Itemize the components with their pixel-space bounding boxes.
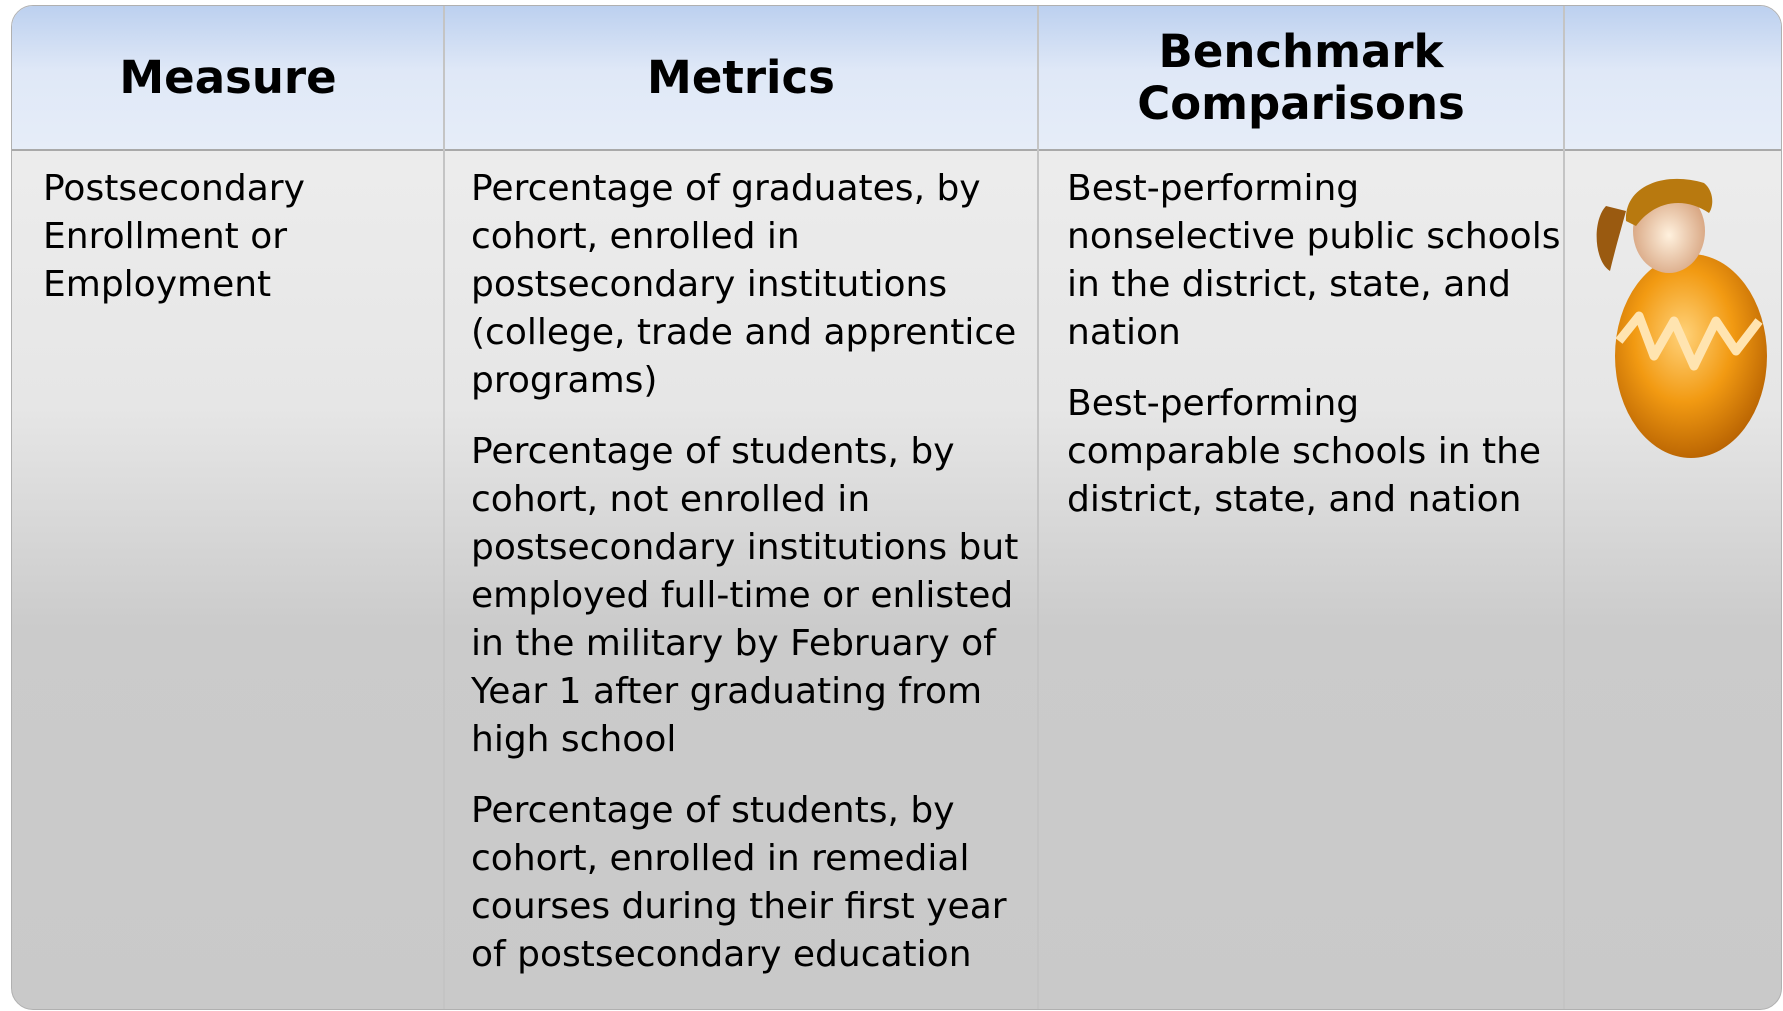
metrics-cell: Percentage of graduates, by cohort, enro…	[444, 151, 1038, 1009]
header-cell: Measure	[12, 6, 444, 151]
icon-cell	[1564, 151, 1781, 1009]
measure-text: Postsecondary Enrollment or Employment	[43, 168, 305, 305]
benchmark-text: Best-performing comparable schools in th…	[1067, 383, 1542, 520]
header-cell	[1564, 6, 1781, 151]
metric-text: Percentage of students, by cohort, not e…	[471, 431, 1019, 760]
metric-text: Percentage of students, by cohort, enrol…	[471, 790, 1007, 975]
person-icon	[1596, 178, 1767, 458]
measure-cell: Postsecondary Enrollment or Employment	[12, 151, 444, 1009]
benchmark-cell: Best-performing nonselective public scho…	[1038, 151, 1564, 1009]
table: Measure Metrics Benchmark Comparisons Po…	[11, 5, 1782, 1010]
header-cell: Benchmark Comparisons	[1038, 6, 1564, 151]
benchmark-text: Best-performing nonselective public scho…	[1067, 168, 1561, 353]
header-cell: Metrics	[444, 6, 1038, 151]
metric-text: Percentage of graduates, by cohort, enro…	[471, 168, 1017, 401]
